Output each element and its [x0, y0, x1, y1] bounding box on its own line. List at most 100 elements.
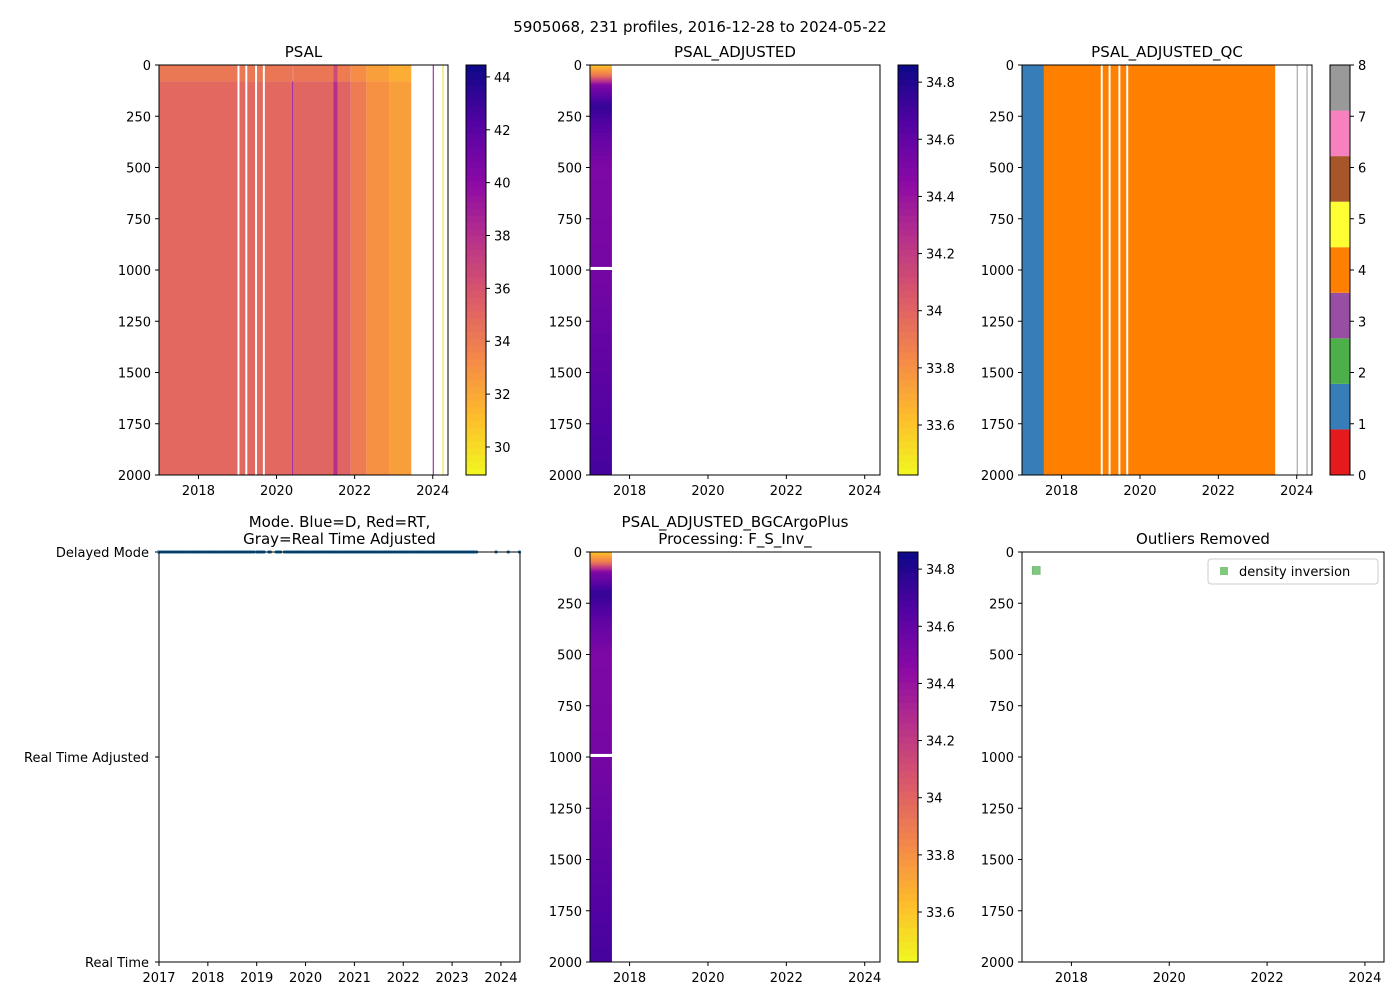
x-tick-label: 2024: [848, 484, 881, 499]
colorbar-segment: [898, 256, 918, 264]
colorbar-segment: [898, 866, 918, 874]
colorbar-segment: [898, 290, 918, 298]
colorbar-segment: [466, 406, 486, 414]
colorbar-segment: [466, 85, 486, 93]
colorbar-segment: [1330, 292, 1350, 339]
heatmap-cell: [590, 385, 612, 399]
heatmap-cell: [590, 100, 612, 104]
colorbar-tick-label: 34.2: [926, 735, 955, 750]
y-tick-label: 0: [1006, 546, 1014, 561]
heatmap-cell: [590, 159, 612, 165]
heatmap-column: [1128, 65, 1276, 475]
heatmap-cell: [590, 859, 612, 873]
colorbar-segment: [466, 222, 486, 230]
colorbar-segment: [898, 921, 918, 929]
y-tick-label: 0: [143, 59, 151, 74]
y-tick-label: 0: [574, 59, 582, 74]
x-tick-label: 2022: [770, 971, 803, 986]
colorbar-segment: [466, 153, 486, 162]
colorbar-segment: [898, 147, 918, 155]
heatmap-column: [366, 81, 390, 476]
heatmap-cell: [590, 635, 612, 640]
heatmap-column: [264, 81, 293, 476]
colorbar-segment: [898, 167, 918, 175]
heatmap-column: [1110, 65, 1119, 475]
heatmap-column-surface: [264, 65, 293, 82]
y-tick-label: 1500: [118, 367, 151, 382]
colorbar-frame: [897, 551, 919, 963]
subplot-psal-adj-qc: 2018 2020 2022 2024025050075010001250150017…: [981, 43, 1366, 499]
heatmap-cell: [590, 782, 612, 796]
colorbar-segment: [898, 345, 918, 353]
colorbar-segment: [466, 126, 486, 134]
heatmap-column: [1296, 65, 1298, 475]
heatmap-column: [350, 81, 367, 476]
colorbar-segment: [466, 427, 486, 435]
heatmap-cell: [590, 79, 612, 81]
colorbar-segment: [466, 174, 486, 182]
heatmap-cell: [590, 680, 612, 694]
y-tick-label: 250: [557, 110, 582, 125]
colorbar-segment: [898, 839, 918, 847]
colorbar-tick-label: 33.6: [926, 906, 955, 921]
y-tick-label: 750: [989, 700, 1014, 715]
colorbar-segment: [1330, 156, 1350, 202]
heatmap-cell: [590, 67, 612, 70]
colorbar-segment: [898, 613, 918, 621]
colorbar-tick-label: 34.2: [926, 248, 955, 263]
x-tick-label: 2022: [1251, 971, 1284, 986]
colorbar-segment: [898, 263, 918, 271]
colorbar-segment: [898, 770, 918, 778]
colorbar-segment: [898, 757, 918, 765]
colorbar-segment: [466, 290, 486, 298]
heatmap-cell: [590, 600, 612, 606]
heatmap-cell: [590, 619, 612, 625]
colorbar-segment: [898, 358, 918, 367]
colorbar-segment: [898, 832, 918, 840]
colorbar-segment: [898, 324, 918, 332]
colorbar-segment: [466, 283, 486, 291]
colorbar-segment: [898, 688, 918, 696]
colorbar-tick-label: 5: [1358, 213, 1366, 228]
heatmap-cell: [590, 106, 612, 111]
colorbar-segment: [466, 447, 486, 455]
heatmap-cell: [590, 295, 612, 309]
colorbar-segment: [898, 565, 918, 573]
colorbar-segment: [898, 606, 918, 614]
x-tick-label: 2022: [770, 484, 803, 499]
heatmap-cell: [590, 936, 612, 950]
colorbar-segment: [898, 215, 918, 223]
colorbar-frame: [897, 64, 919, 476]
colorbar-segment: [1330, 338, 1350, 384]
colorbar-segment: [1330, 383, 1350, 430]
colorbar-segment: [898, 695, 918, 703]
heatmap-cell: [590, 76, 612, 79]
colorbar-segment: [898, 907, 918, 915]
heatmap-cell: [590, 90, 612, 94]
y-tick-label: 2000: [981, 956, 1014, 971]
colorbar-segment: [466, 256, 486, 264]
colorbar-segment: [466, 188, 486, 196]
heatmap-column: [333, 81, 338, 476]
heatmap-cell: [590, 152, 612, 157]
legend-label: density inversion: [1239, 565, 1350, 580]
colorbar-segment: [898, 106, 918, 114]
colorbar-segment: [898, 627, 918, 635]
heatmap-cell: [590, 98, 612, 102]
subplot-psal-adj: 2018 2020 2022 2024 0 250 500 750 1000 1250 1500 17…: [549, 43, 955, 499]
colorbar-segment: [898, 153, 918, 162]
colorbar-segment: [1330, 110, 1350, 157]
colorbar-segment: [898, 791, 918, 799]
y-tick-label: 1750: [118, 418, 151, 433]
colorbar-segment: [466, 147, 486, 155]
heatmap-cell: [590, 654, 612, 668]
colorbar-segment: [898, 297, 918, 305]
x-tick-label: 2018: [1045, 484, 1078, 499]
heatmap-cell: [590, 769, 612, 784]
heatmap-cell: [590, 66, 612, 69]
heatmap-cell: [590, 436, 612, 450]
colorbar-segment: [898, 365, 918, 373]
heatmap-cell: [590, 587, 612, 591]
x-tick-label: 2018: [1055, 971, 1088, 986]
colorbar-segment: [466, 201, 486, 209]
